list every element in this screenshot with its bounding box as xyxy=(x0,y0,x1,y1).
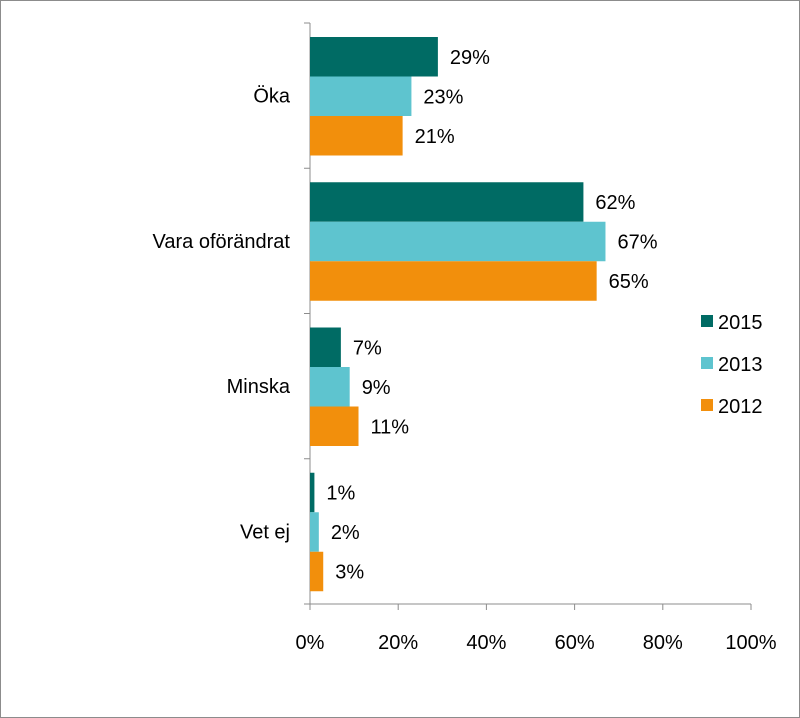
bar-minska-2013 xyxy=(310,367,350,407)
data-label--ka-2012: 21% xyxy=(415,126,455,148)
tick-labels: Öka Vara oförändrat Minska Vet ej 0% 20% 40% 60… xyxy=(153,86,777,654)
x-tick-label: 60% xyxy=(555,632,595,654)
data-labels: 29% 23% 21% 62% 67% 65% 7% 9% 11% 1% 2% 3% xyxy=(326,47,657,584)
category-label-vara-of-r-ndrat: Vara oförändrat xyxy=(153,231,291,253)
x-tick-label: 40% xyxy=(466,632,506,654)
bar-vara-of-r-ndrat-2012 xyxy=(310,261,597,301)
data-label-vara-of-r-ndrat-2013: 67% xyxy=(617,232,657,254)
bar--ka-2015 xyxy=(310,37,438,77)
data-label-minska-2015: 7% xyxy=(353,337,382,359)
bar-minska-2015 xyxy=(310,327,341,367)
data-label-vara-of-r-ndrat-2012: 65% xyxy=(609,271,649,293)
legend-swatch-2013 xyxy=(701,357,713,369)
data-label-vet-ej-2015: 1% xyxy=(326,483,355,505)
bar-vet-ej-2013 xyxy=(310,512,319,552)
x-tick-label: 100% xyxy=(725,632,776,654)
legend-label-2013: 2013 xyxy=(718,354,763,376)
data-label--ka-2013: 23% xyxy=(423,86,463,108)
category-label-vet-ej: Vet ej xyxy=(240,521,290,543)
bar--ka-2012 xyxy=(310,116,403,156)
legend-label-2012: 2012 xyxy=(718,396,763,418)
data-label--ka-2015: 29% xyxy=(450,47,490,69)
bars xyxy=(310,37,606,592)
category-label-minska: Minska xyxy=(227,376,291,398)
bar-vet-ej-2012 xyxy=(310,551,324,592)
data-label-minska-2012: 11% xyxy=(371,416,410,438)
bar-minska-2012 xyxy=(310,406,359,446)
data-label-vet-ej-2013: 2% xyxy=(331,522,360,544)
bar-vara-of-r-ndrat-2013 xyxy=(310,221,606,262)
legend-swatch-2015 xyxy=(701,315,713,327)
bar--ka-2013 xyxy=(310,76,412,116)
bar-vet-ej-2015 xyxy=(310,472,315,513)
category-label--ka: Öka xyxy=(253,86,291,108)
legend: 2015 2013 2012 xyxy=(701,312,763,418)
x-tick-label: 80% xyxy=(643,632,683,654)
x-tick-label: 20% xyxy=(378,632,418,654)
bar-vara-of-r-ndrat-2015 xyxy=(310,182,584,222)
data-label-vara-of-r-ndrat-2015: 62% xyxy=(595,192,635,214)
x-tick-label: 0% xyxy=(296,632,325,654)
data-label-vet-ej-2012: 3% xyxy=(335,562,364,584)
legend-swatch-2012 xyxy=(701,399,713,411)
data-label-minska-2013: 9% xyxy=(362,377,391,399)
legend-label-2015: 2015 xyxy=(718,312,763,334)
